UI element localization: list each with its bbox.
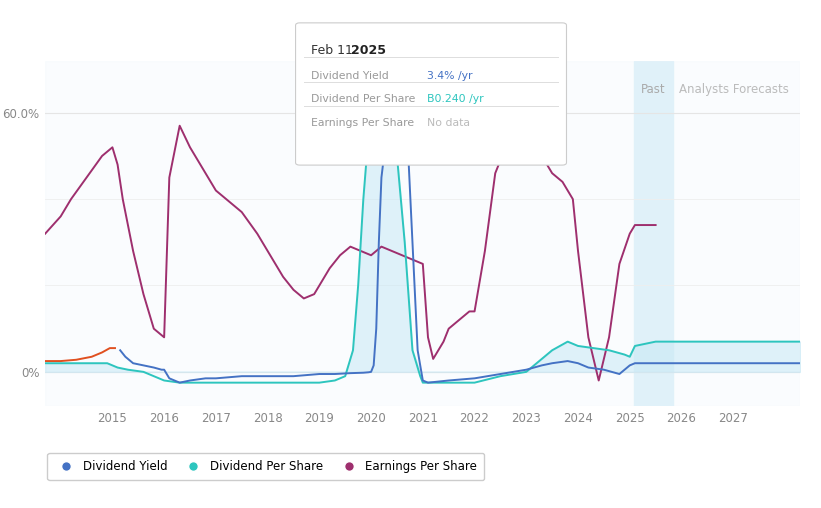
Text: Feb 11: Feb 11: [311, 44, 357, 57]
Bar: [45, 61, 800, 406]
Legend: Dividend Yield, Dividend Per Share, Earnings Per Share: Dividend Yield, Dividend Per Share, Earn…: [48, 453, 484, 480]
Text: Dividend Yield: Dividend Yield: [311, 71, 389, 81]
Text: 3.4% /yr: 3.4% /yr: [427, 71, 472, 81]
Text: 2025: 2025: [351, 44, 386, 57]
Text: B0.240 /yr: B0.240 /yr: [427, 94, 484, 105]
Text: Dividend Per Share: Dividend Per Share: [311, 94, 415, 105]
Text: Analysts Forecasts: Analysts Forecasts: [679, 82, 789, 96]
Text: Past: Past: [641, 82, 666, 96]
Text: No data: No data: [427, 118, 470, 128]
Text: Earnings Per Share: Earnings Per Share: [311, 118, 415, 128]
Bar: [634, 61, 672, 406]
